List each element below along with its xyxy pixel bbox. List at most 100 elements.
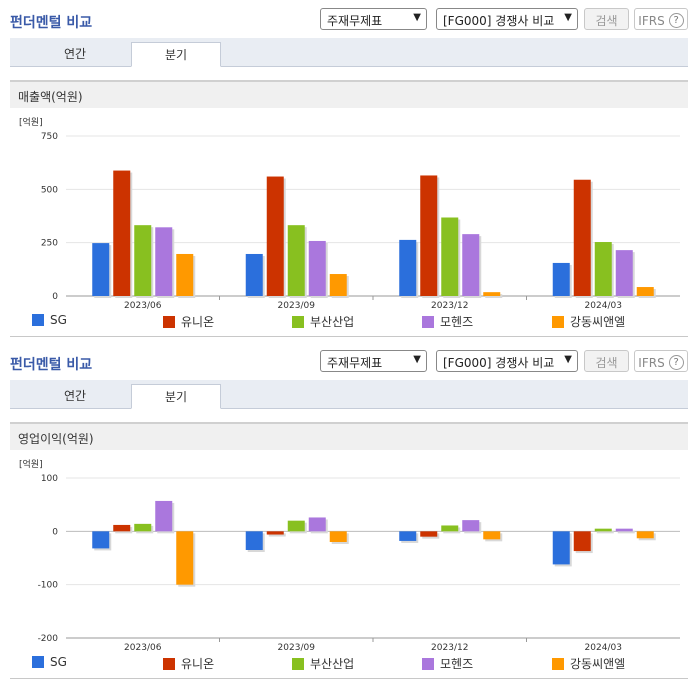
search-button[interactable]: 검색 — [584, 350, 629, 372]
legend-swatch — [292, 657, 304, 670]
legend-item[interactable]: 부산산업 — [292, 313, 354, 330]
bar[interactable] — [441, 525, 459, 532]
bar[interactable] — [266, 176, 284, 296]
legend-swatch — [552, 315, 564, 328]
help-icon[interactable]: ? — [668, 13, 684, 28]
ifrs-label: IFRS — [638, 13, 665, 28]
bar[interactable] — [266, 531, 284, 535]
bar[interactable] — [483, 531, 501, 540]
y-tick-label: -100 — [38, 581, 59, 591]
bar[interactable] — [308, 517, 326, 532]
bar[interactable] — [636, 287, 654, 296]
legend-item[interactable]: 유니온 — [163, 313, 214, 330]
legend-label: 모헨즈 — [440, 315, 474, 329]
x-tick-label: 2024/03 — [585, 301, 622, 311]
help-icon[interactable]: ? — [668, 355, 684, 370]
bar[interactable] — [594, 242, 612, 296]
bar[interactable] — [552, 262, 570, 296]
section-title: 펀더멘털 비교 — [10, 15, 93, 31]
bar[interactable] — [308, 240, 326, 296]
tab-annual[interactable]: 연간 — [63, 47, 87, 61]
legend-item[interactable]: 부산산업 — [292, 655, 354, 672]
chart-legend: SG 유니온 부산산업 모헨즈 강동씨앤엘 — [32, 655, 672, 671]
period-tabs: 연간 분기 — [10, 380, 688, 409]
section-title: 펀더멘털 비교 — [10, 357, 93, 373]
bar-shadow — [485, 294, 503, 298]
legend-swatch — [163, 315, 175, 328]
bar[interactable] — [399, 239, 417, 296]
legend-item[interactable]: 강동씨앤엘 — [552, 313, 625, 330]
tab-quarterly[interactable]: 분기 — [131, 384, 221, 409]
legend-item[interactable]: 모헨즈 — [422, 313, 473, 330]
bar[interactable] — [176, 531, 194, 585]
bar[interactable] — [287, 520, 305, 532]
bar[interactable] — [615, 250, 633, 296]
legend-label: 강동씨앤엘 — [570, 657, 626, 671]
bar[interactable] — [113, 170, 131, 296]
statement-select[interactable]: 주재무제표 ▼ — [320, 350, 427, 372]
bar[interactable] — [134, 523, 152, 532]
bar[interactable] — [594, 528, 612, 532]
chevron-down-icon: ▼ — [413, 12, 421, 23]
bar[interactable] — [462, 520, 480, 532]
bar[interactable] — [245, 253, 263, 296]
ifrs-button[interactable]: IFRS ? — [634, 350, 688, 372]
bar-shadow — [268, 533, 286, 537]
bar[interactable] — [92, 243, 110, 296]
legend-item[interactable]: SG — [32, 313, 67, 327]
bar[interactable] — [441, 217, 459, 296]
statement-select[interactable]: 주재무제표 ▼ — [320, 8, 427, 30]
bar[interactable] — [176, 253, 194, 296]
bar[interactable] — [329, 274, 347, 296]
legend-item[interactable]: SG — [32, 655, 67, 669]
bar-shadow — [596, 530, 614, 534]
y-tick-label: 0 — [52, 292, 58, 302]
legend-label: 유니온 — [181, 315, 215, 329]
bar[interactable] — [420, 531, 438, 537]
operating-profit-chart: [억원] 100 0 -100 -200 2023/06 2023/09 2023/12 202… — [19, 458, 680, 653]
divider — [10, 336, 688, 337]
unit-label: [억원] — [19, 458, 43, 470]
bar[interactable] — [245, 531, 263, 550]
compare-select[interactable]: [FG000] 경쟁사 비교 ▼ — [436, 350, 578, 372]
bar[interactable] — [552, 531, 570, 565]
bar[interactable] — [615, 528, 633, 532]
bar[interactable] — [113, 524, 131, 532]
legend-swatch — [422, 657, 434, 670]
fundamental-section-operating-profit: 펀더멘털 비교 주재무제표 ▼ [FG000] 경쟁사 비교 ▼ 검색 IFRS… — [0, 342, 696, 684]
bar[interactable] — [155, 227, 173, 296]
chart-header: 매출액(억원) — [10, 80, 688, 108]
x-tick-label: 2023/12 — [431, 643, 468, 653]
bar[interactable] — [134, 225, 152, 296]
bar[interactable] — [155, 500, 173, 532]
chart-header: 영업이익(억원) — [10, 422, 688, 450]
search-button[interactable]: 검색 — [584, 8, 629, 30]
bar[interactable] — [420, 175, 438, 296]
bar-shadow — [617, 530, 635, 534]
legend-item[interactable]: 모헨즈 — [422, 655, 473, 672]
bar[interactable] — [573, 531, 591, 552]
compare-select[interactable]: [FG000] 경쟁사 비교 ▼ — [436, 8, 578, 30]
bar[interactable] — [329, 531, 347, 542]
legend-item[interactable]: 유니온 — [163, 655, 214, 672]
chevron-down-icon: ▼ — [564, 12, 572, 23]
legend-swatch — [32, 314, 44, 326]
chevron-down-icon: ▼ — [413, 354, 421, 365]
bar[interactable] — [483, 292, 501, 296]
bar[interactable] — [92, 531, 110, 549]
fundamental-section-revenue: 펀더멘털 비교 주재무제표 ▼ [FG000] 경쟁사 비교 ▼ 검색 IFRS… — [10, 8, 688, 337]
legend-swatch — [292, 315, 304, 328]
bar[interactable] — [462, 234, 480, 296]
bar[interactable] — [636, 531, 654, 539]
ifrs-button[interactable]: IFRS ? — [634, 8, 688, 30]
unit-label: [억원] — [19, 116, 43, 128]
y-tick-label: 0 — [52, 527, 58, 537]
x-tick-label: 2023/06 — [124, 301, 162, 311]
bar[interactable] — [399, 531, 417, 541]
legend-label: 모헨즈 — [440, 657, 474, 671]
bar[interactable] — [287, 225, 305, 296]
tab-quarterly[interactable]: 분기 — [131, 42, 221, 67]
tab-annual[interactable]: 연간 — [63, 389, 87, 403]
bar[interactable] — [573, 179, 591, 296]
legend-item[interactable]: 강동씨앤엘 — [552, 655, 625, 672]
